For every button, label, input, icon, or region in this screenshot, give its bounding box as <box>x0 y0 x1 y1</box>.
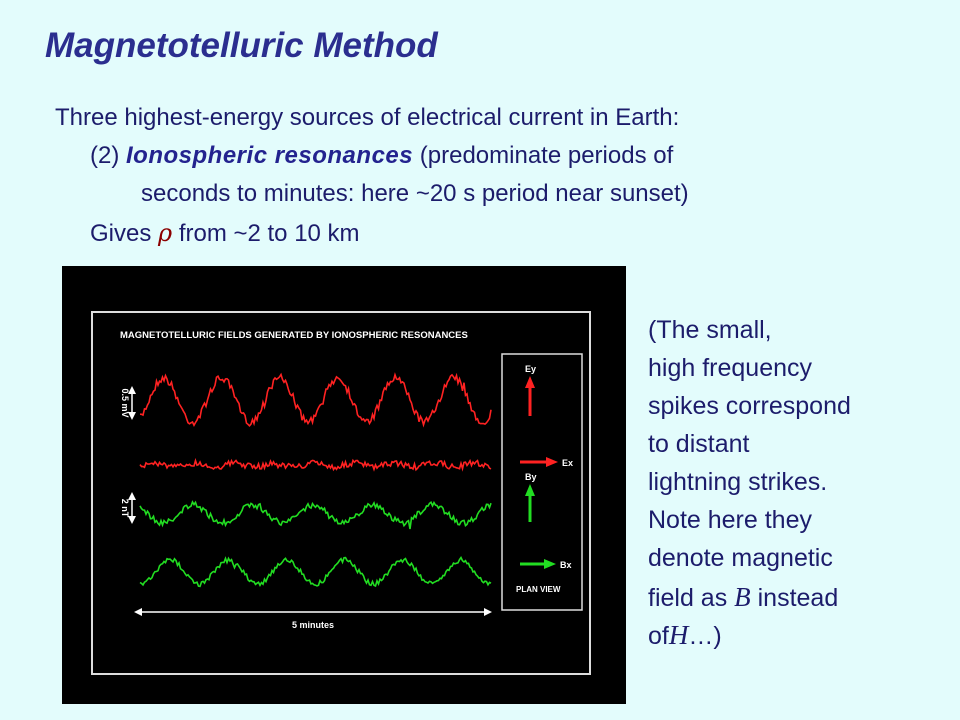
note-line: spikes correspond <box>648 392 851 420</box>
rho-symbol: ρ <box>158 219 173 247</box>
figure-frame <box>91 311 591 675</box>
figure-background <box>62 266 626 704</box>
note-text: …) <box>688 622 722 650</box>
item-line: (2) Ionospheric resonances (predominate … <box>90 142 673 170</box>
note-line: high frequency <box>648 354 813 382</box>
figure-title: MAGNETOTELLURIC FIELDS GENERATED BY IONO… <box>120 330 468 341</box>
arrow-head <box>128 412 136 420</box>
scale-e-label: 0.5 mV <box>120 388 130 417</box>
gives-post: from ~2 to 10 km <box>178 220 360 247</box>
gives-line: Gives ρ from ~2 to 10 km <box>90 219 360 248</box>
item-continuation: seconds to minutes: here ~20 s period ne… <box>141 180 689 207</box>
note-line: field as B instead <box>648 582 838 613</box>
arrow-head <box>525 376 535 388</box>
ey-label: Ey <box>525 364 536 374</box>
note-symbol: H <box>668 620 689 650</box>
note-line: ofH…) <box>648 620 722 651</box>
plan-view-box <box>501 353 583 611</box>
note-line: denote magnetic <box>648 544 833 572</box>
arrow-head <box>128 492 136 500</box>
note-line: Note here they <box>648 506 812 534</box>
arrow-head <box>525 484 535 496</box>
arrow-head <box>544 559 556 569</box>
note-text: instead <box>757 584 839 612</box>
ex-label: Ex <box>562 458 573 468</box>
slide-title: Magnetotelluric Method <box>45 26 438 65</box>
plan-view-label: PLAN VIEW <box>516 585 561 594</box>
figure: MAGNETOTELLURIC FIELDS GENERATED BY IONO… <box>62 266 626 704</box>
note-text: field as <box>648 584 728 612</box>
arrow-head <box>484 608 492 616</box>
item-number: (2) <box>90 142 120 169</box>
intro-line: Three highest-energy sources of electric… <box>55 104 680 131</box>
arrow-head <box>128 516 136 524</box>
note-line: lightning strikes. <box>648 468 828 496</box>
time-scale-label: 5 minutes <box>292 620 334 630</box>
note-text: of <box>648 622 669 650</box>
waveform <box>139 500 492 530</box>
by-label: By <box>525 472 537 482</box>
arrow-head <box>546 457 558 467</box>
note-symbol: B <box>734 582 751 612</box>
item-rest: (predominate periods of <box>419 142 674 169</box>
waveform <box>139 457 492 472</box>
note-line: (The small, <box>648 316 772 344</box>
waveform <box>139 556 492 588</box>
waveform <box>139 372 492 428</box>
item-term: Ionospheric resonances <box>126 142 414 169</box>
gives-pre: Gives <box>90 220 152 247</box>
arrow-head <box>128 386 136 394</box>
bx-label: Bx <box>560 560 572 570</box>
note-line: to distant <box>648 430 750 458</box>
scale-b-label: 2 nT <box>120 499 130 518</box>
arrow-head <box>134 608 142 616</box>
